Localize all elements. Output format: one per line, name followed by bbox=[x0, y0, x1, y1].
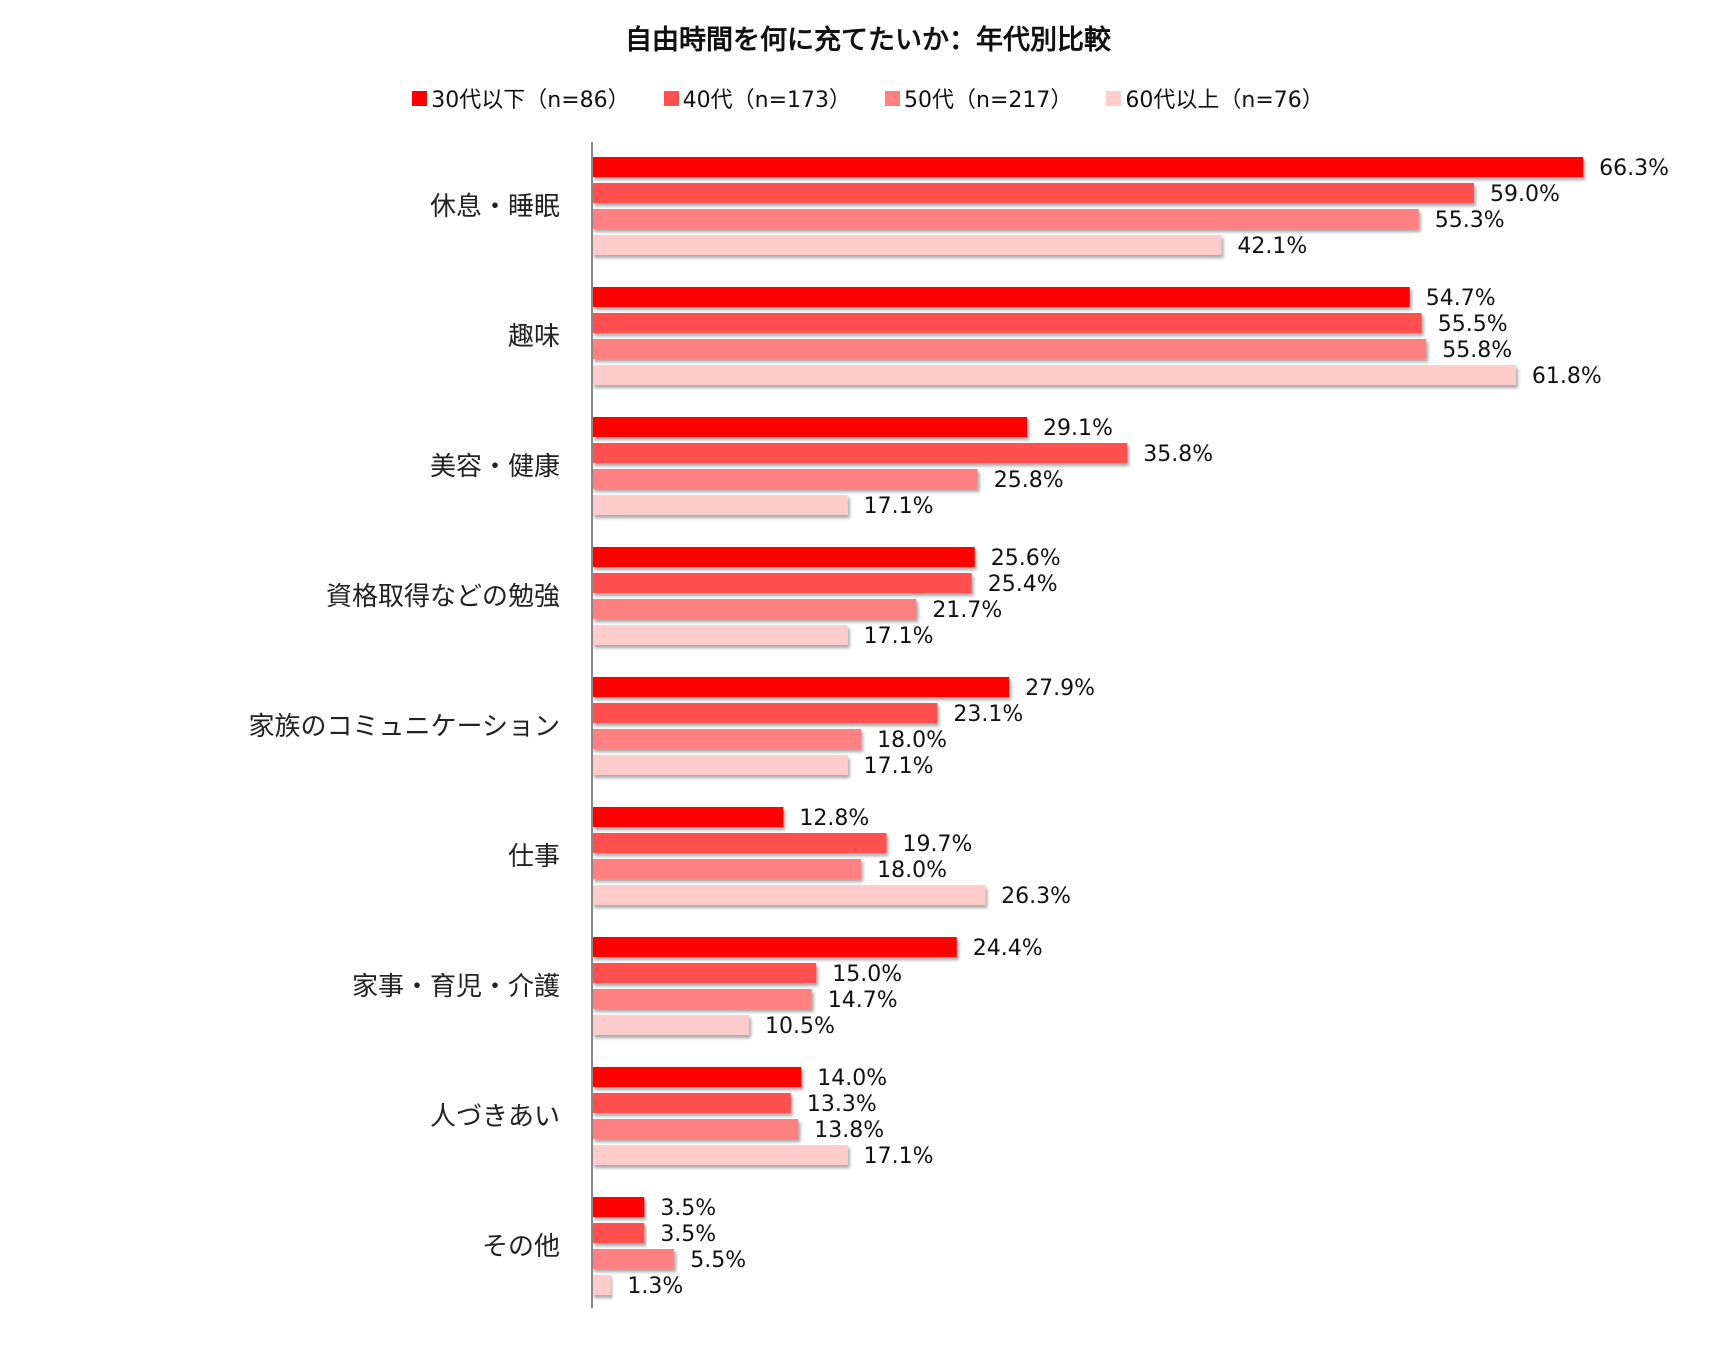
bar bbox=[592, 599, 917, 619]
bar bbox=[592, 1275, 612, 1295]
data-label: 21.7% bbox=[932, 598, 1002, 623]
bar bbox=[592, 1145, 848, 1165]
bar bbox=[592, 157, 1584, 177]
bar bbox=[592, 417, 1028, 437]
data-label: 19.7% bbox=[903, 832, 973, 857]
data-label: 23.1% bbox=[953, 702, 1023, 727]
bar bbox=[592, 1119, 799, 1139]
data-label: 17.1% bbox=[864, 624, 934, 649]
bar bbox=[592, 833, 887, 853]
data-label: 18.0% bbox=[877, 728, 947, 753]
data-label: 55.8% bbox=[1442, 338, 1512, 363]
data-label: 14.7% bbox=[828, 988, 898, 1013]
bar bbox=[592, 365, 1516, 385]
data-label: 13.8% bbox=[814, 1118, 884, 1143]
legend-item-40s: 40代（n=173） bbox=[663, 82, 851, 114]
data-label: 26.3% bbox=[1001, 884, 1071, 909]
data-label: 55.3% bbox=[1435, 208, 1505, 233]
category-label: 趣味 bbox=[508, 322, 560, 352]
bar bbox=[592, 859, 862, 879]
bar bbox=[592, 1249, 675, 1269]
data-label: 42.1% bbox=[1237, 234, 1307, 259]
data-label: 3.5% bbox=[660, 1222, 716, 1247]
bar bbox=[592, 209, 1419, 229]
bar bbox=[592, 625, 848, 645]
legend-item-30s: 30代以下（n=86） bbox=[412, 82, 630, 114]
bar bbox=[592, 339, 1427, 359]
bar bbox=[592, 989, 812, 1009]
bar bbox=[592, 1223, 645, 1243]
legend-swatch bbox=[1106, 90, 1122, 106]
legend-swatch bbox=[885, 90, 900, 106]
bar bbox=[592, 573, 972, 593]
bar bbox=[592, 755, 848, 775]
data-label: 18.0% bbox=[877, 858, 947, 883]
bar bbox=[592, 1015, 749, 1035]
category-label: その他 bbox=[482, 1232, 560, 1262]
bar bbox=[592, 469, 978, 489]
data-label: 1.3% bbox=[627, 1274, 683, 1299]
data-label: 15.0% bbox=[832, 962, 902, 987]
data-label: 29.1% bbox=[1043, 416, 1113, 441]
data-label: 27.9% bbox=[1025, 676, 1095, 701]
data-label: 25.4% bbox=[988, 572, 1058, 597]
data-label: 25.6% bbox=[991, 546, 1061, 571]
data-label: 3.5% bbox=[660, 1196, 716, 1221]
data-label: 35.8% bbox=[1143, 442, 1213, 467]
data-label: 54.7% bbox=[1426, 286, 1496, 311]
legend-item-50s: 50代（n=217） bbox=[885, 82, 1072, 114]
legend-label: 30代以下（n=86） bbox=[431, 88, 630, 113]
bar bbox=[592, 1067, 802, 1087]
data-label: 59.0% bbox=[1490, 182, 1560, 207]
category-label: 人づきあい bbox=[430, 1102, 560, 1132]
bar bbox=[592, 1197, 645, 1217]
bar bbox=[592, 183, 1475, 203]
bar bbox=[592, 937, 957, 957]
bar bbox=[592, 807, 784, 827]
legend-item-60s: 60代以上（n=76） bbox=[1106, 82, 1324, 114]
data-label: 10.5% bbox=[765, 1014, 835, 1039]
data-label: 17.1% bbox=[864, 494, 934, 519]
legend-swatch bbox=[412, 90, 428, 106]
data-label: 13.3% bbox=[807, 1092, 877, 1117]
category-label: 家事・育児・介護 bbox=[352, 972, 560, 1002]
bar bbox=[592, 287, 1410, 307]
category-label: 休息・睡眠 bbox=[430, 192, 560, 222]
data-label: 24.4% bbox=[973, 936, 1043, 961]
bar bbox=[592, 235, 1222, 255]
data-label: 12.8% bbox=[799, 806, 869, 831]
legend-label: 60代以上（n=76） bbox=[1125, 88, 1324, 113]
legend: 30代以下（n=86） 40代（n=173） 50代（n=217） 60代以上（… bbox=[0, 82, 1736, 114]
bar bbox=[592, 495, 848, 515]
bar bbox=[592, 963, 817, 983]
bar bbox=[592, 677, 1010, 697]
data-label: 61.8% bbox=[1532, 364, 1602, 389]
category-label: 資格取得などの勉強 bbox=[326, 582, 560, 612]
data-label: 55.5% bbox=[1438, 312, 1508, 337]
data-label: 25.8% bbox=[994, 468, 1064, 493]
legend-swatch bbox=[663, 90, 679, 106]
chart-title: 自由時間を何に充てたいか：年代別比較 bbox=[625, 25, 1111, 56]
legend-label: 40代（n=173） bbox=[682, 88, 851, 113]
data-label: 66.3% bbox=[1599, 156, 1669, 181]
data-label: 5.5% bbox=[690, 1248, 746, 1273]
bar bbox=[592, 703, 938, 723]
bar bbox=[592, 729, 862, 749]
category-label: 家族のコミュニケーション bbox=[249, 712, 560, 742]
bar bbox=[592, 443, 1128, 463]
legend-label: 50代（n=217） bbox=[904, 88, 1073, 113]
bar bbox=[592, 313, 1422, 333]
bar bbox=[592, 1093, 791, 1113]
data-label: 17.1% bbox=[864, 1144, 934, 1169]
category-label: 美容・健康 bbox=[430, 452, 560, 482]
category-label: 仕事 bbox=[508, 842, 560, 872]
data-label: 17.1% bbox=[864, 754, 934, 779]
bar bbox=[592, 885, 986, 905]
data-label: 14.0% bbox=[817, 1066, 887, 1091]
bar bbox=[592, 547, 975, 567]
